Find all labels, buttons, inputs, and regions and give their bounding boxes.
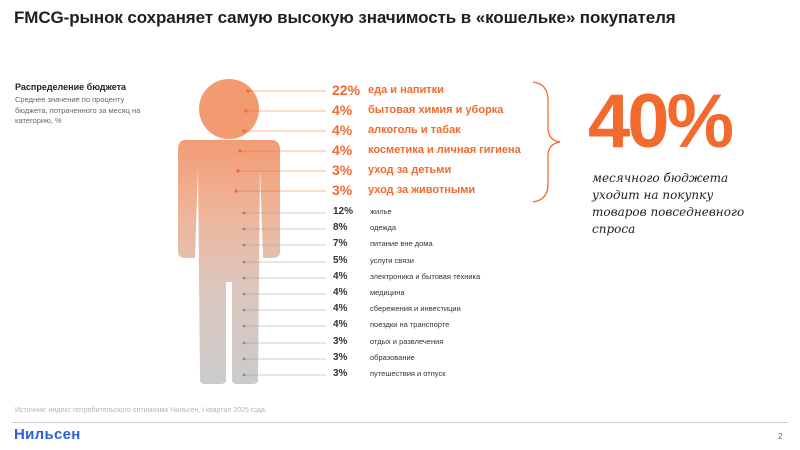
footer-divider bbox=[12, 422, 788, 423]
category-leader-dot bbox=[242, 324, 246, 328]
category-leader-dot bbox=[242, 211, 246, 215]
category-percent: 4% bbox=[333, 287, 348, 298]
category-label: медицина bbox=[370, 288, 405, 297]
curly-brace bbox=[532, 81, 561, 203]
fmcg-leader-dot bbox=[234, 189, 238, 193]
fmcg-category-label: косметика и личная гигиена bbox=[368, 144, 521, 156]
category-percent: 4% bbox=[333, 303, 348, 314]
big-description: месячного бюджета уходит на покупку това… bbox=[592, 171, 745, 236]
category-label: жилье bbox=[370, 207, 392, 216]
fmcg-leader-dot bbox=[236, 169, 240, 173]
category-percent: 8% bbox=[333, 222, 348, 233]
budget-heading: Распределение бюджета bbox=[15, 82, 127, 92]
fmcg-leader-dot bbox=[246, 89, 250, 93]
leader-lines bbox=[234, 89, 326, 377]
fmcg-leader-dot bbox=[242, 129, 246, 133]
fmcg-category-label: бытовая химия и уборка bbox=[368, 104, 504, 116]
fmcg-leader-dot bbox=[238, 149, 242, 153]
category-percent: 3% bbox=[333, 368, 348, 379]
figure-body bbox=[178, 140, 280, 384]
category-leader-dot bbox=[242, 341, 246, 345]
figure-head bbox=[199, 79, 259, 139]
category-percent: 5% bbox=[333, 255, 348, 266]
category-leader-dot bbox=[242, 357, 246, 361]
category-label: электроника и бытовая техника bbox=[370, 272, 481, 281]
fmcg-percent: 4% bbox=[332, 122, 353, 138]
category-label: сбережения и инвестиции bbox=[370, 304, 461, 313]
category-label: поездки на транспорте bbox=[370, 320, 450, 329]
category-percent: 3% bbox=[333, 336, 348, 347]
page-title: FMCG-рынок сохраняет самую высокую значи… bbox=[14, 8, 676, 27]
nielsen-logo: Нильсен bbox=[14, 426, 81, 443]
category-leader-dot bbox=[242, 260, 246, 264]
category-leader-dot bbox=[242, 227, 246, 231]
fmcg-percent: 3% bbox=[332, 182, 353, 198]
category-percent: 12% bbox=[333, 206, 354, 217]
fmcg-percent: 3% bbox=[332, 162, 353, 178]
person-silhouette bbox=[178, 79, 280, 384]
fmcg-category-label: уход за животными bbox=[368, 184, 476, 196]
fmcg-leader-dot bbox=[244, 109, 248, 113]
big-percentage: 40% bbox=[588, 79, 734, 164]
category-leader-dot bbox=[242, 243, 246, 247]
fmcg-category-label: алкоголь и табак bbox=[368, 124, 461, 136]
category-percent: 7% bbox=[333, 238, 348, 249]
category-percent: 4% bbox=[333, 271, 348, 282]
source-note: Источник: индекс потребительского оптими… bbox=[15, 407, 267, 414]
category-leader-dot bbox=[242, 308, 246, 312]
category-percent: 3% bbox=[333, 352, 348, 363]
category-label: услуги связи bbox=[370, 256, 414, 265]
fmcg-percent: 4% bbox=[332, 142, 353, 158]
category-label: одежда bbox=[370, 223, 397, 232]
fmcg-percent: 4% bbox=[332, 102, 353, 118]
page-number: 2 bbox=[778, 432, 783, 441]
category-leader-dot bbox=[242, 292, 246, 296]
summary-brace bbox=[532, 81, 561, 203]
category-percent: 4% bbox=[333, 319, 348, 330]
category-label: отдых и развлечения bbox=[370, 337, 444, 346]
category-label: путешествия и отпуск bbox=[370, 369, 446, 378]
category-label: образование bbox=[370, 353, 415, 362]
fmcg-percent: 22% bbox=[332, 82, 361, 98]
category-leader-dot bbox=[242, 373, 246, 377]
fmcg-category-label: уход за детьми bbox=[368, 164, 452, 176]
category-leader-dot bbox=[242, 276, 246, 280]
category-label: питание вне дома bbox=[370, 239, 433, 248]
budget-subtitle: Среднее значение по проценту бюджета, по… bbox=[15, 95, 141, 125]
fmcg-category-label: еда и напитки bbox=[368, 84, 444, 96]
